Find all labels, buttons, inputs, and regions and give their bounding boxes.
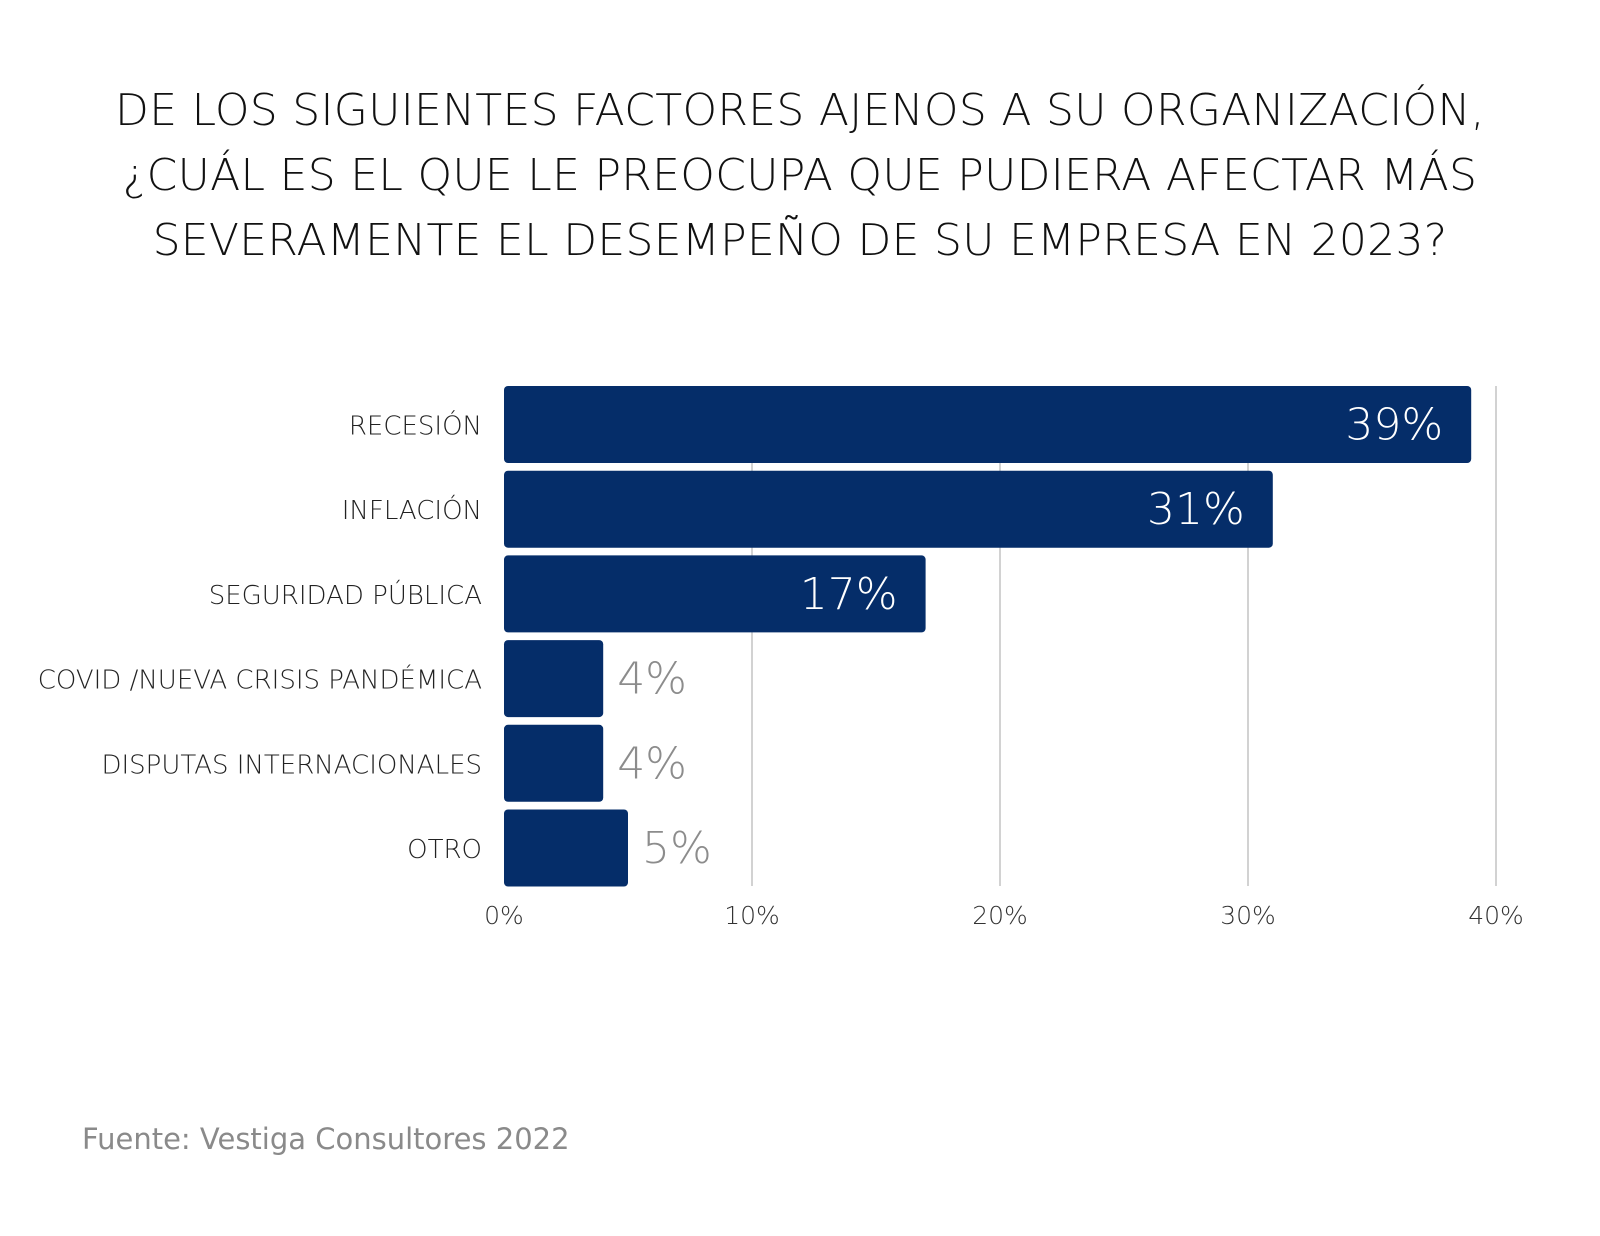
source-note: Fuente: Vestiga Consultores 2022 <box>82 1122 570 1156</box>
x-tick-label-0: 0% <box>484 901 524 930</box>
data-label-4: 4% <box>617 738 687 789</box>
category-label-3: COVID /NUEVA CRISIS PANDÉMICA <box>38 664 482 696</box>
bar-1 <box>504 470 1273 548</box>
category-label-5: OTRO <box>407 835 482 865</box>
bar-4 <box>504 724 604 802</box>
title-line-3: SEVERAMENTE EL DESEMPEÑO DE SU EMPRESA E… <box>152 215 1448 266</box>
category-label-1: INFLACIÓN <box>342 494 482 526</box>
chart-title: DE LOS SIGUIENTES FACTORES AJENOS A SU O… <box>0 78 1600 273</box>
title-line-1: DE LOS SIGUIENTES FACTORES AJENOS A SU O… <box>115 85 1485 136</box>
x-tick-label-40: 40% <box>1468 901 1524 930</box>
data-label-0: 39% <box>1345 400 1443 451</box>
data-label-1: 31% <box>1147 484 1245 535</box>
bar-3 <box>504 640 604 718</box>
category-label-2: SEGURIDAD PÚBLICA <box>209 579 482 611</box>
category-label-4: DISPUTAS INTERNACIONALES <box>101 750 482 780</box>
title-line-2: ¿CUÁL ES EL QUE LE PREOCUPA QUE PUDIERA … <box>122 150 1478 201</box>
data-label-2: 17% <box>800 569 898 620</box>
bar-2 <box>504 555 926 633</box>
bar-0 <box>504 386 1472 463</box>
x-tick-label-20: 20% <box>972 901 1028 930</box>
x-tick-label-30: 30% <box>1220 901 1276 930</box>
category-label-0: RECESIÓN <box>349 410 482 442</box>
x-tick-label-10: 10% <box>724 901 780 930</box>
data-label-3: 4% <box>617 654 687 705</box>
bar-5 <box>504 809 628 887</box>
data-label-5: 5% <box>642 823 712 874</box>
